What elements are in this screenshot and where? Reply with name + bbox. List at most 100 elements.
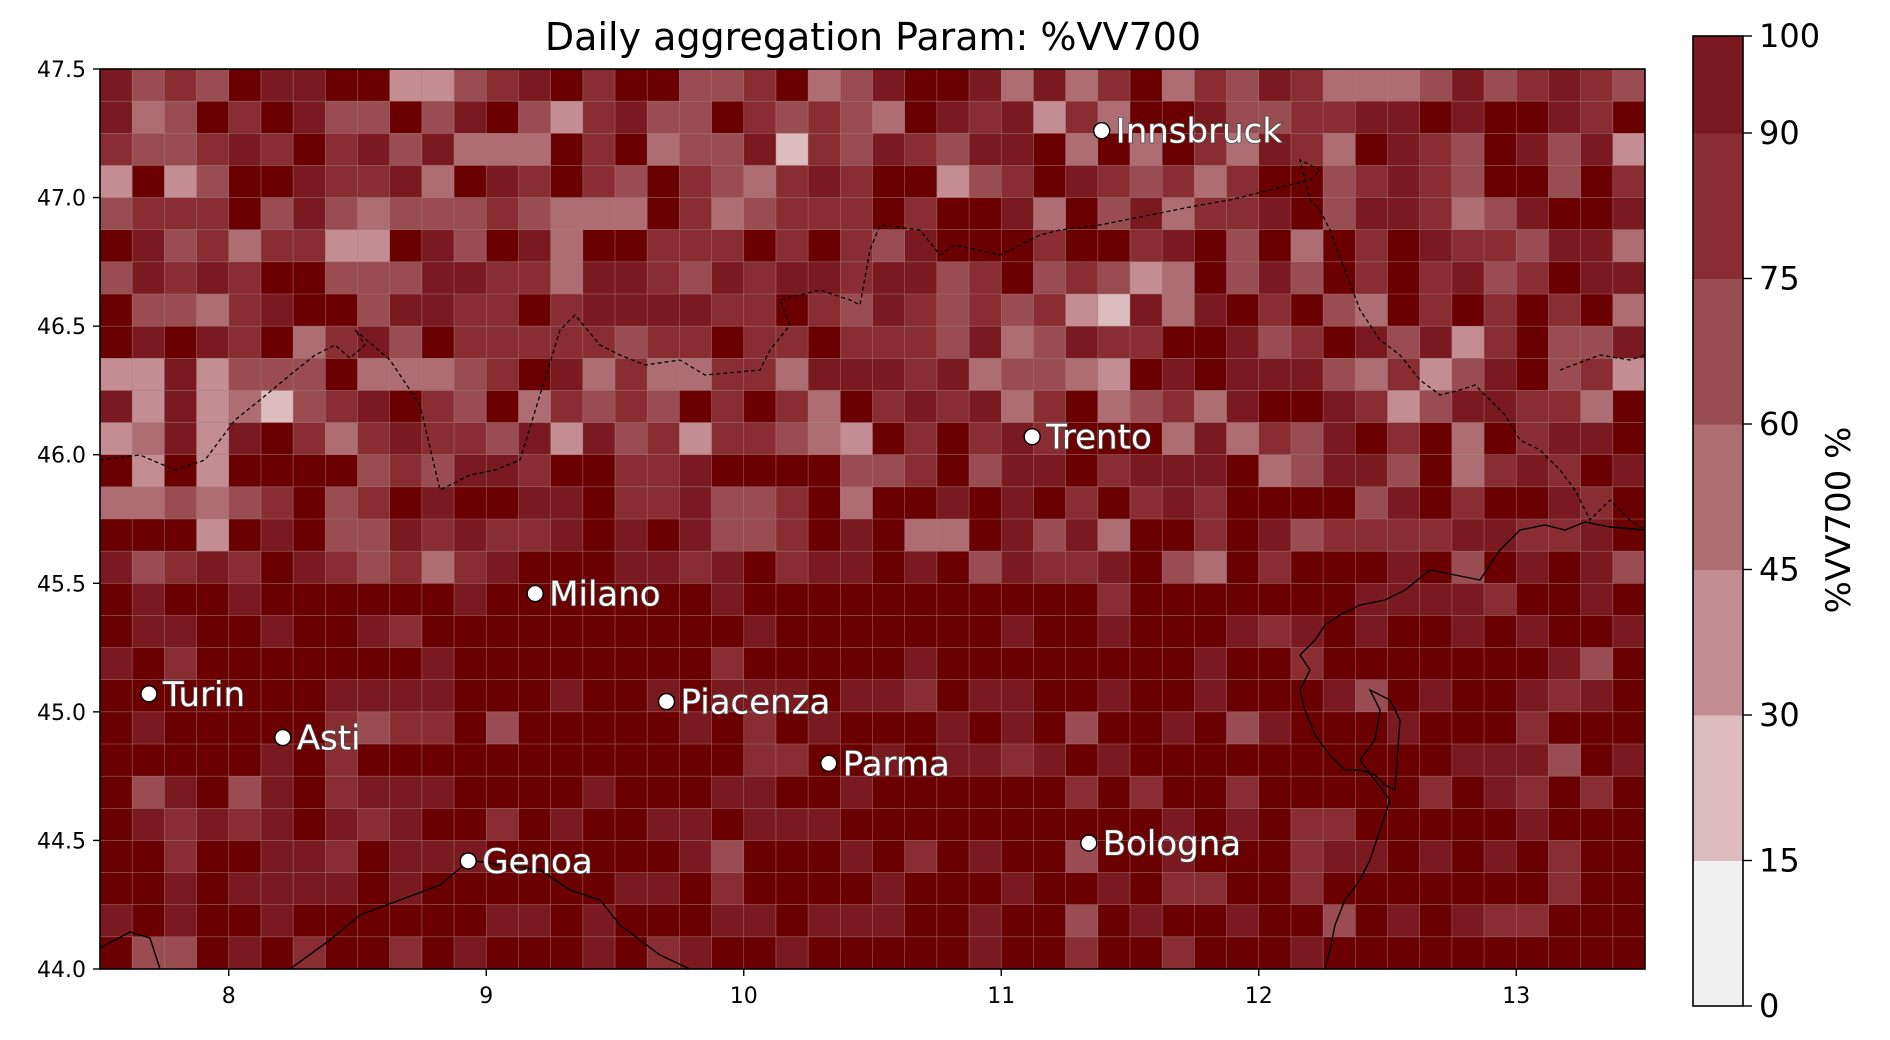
heatmap-cell xyxy=(454,326,487,359)
heatmap-cell xyxy=(1612,615,1645,648)
heatmap-cell xyxy=(1001,294,1034,327)
heatmap-cell xyxy=(1130,101,1163,134)
heatmap-cell xyxy=(969,872,1002,906)
heatmap-cell xyxy=(454,679,487,713)
heatmap-cell xyxy=(132,101,165,134)
heatmap-cell xyxy=(1516,101,1549,134)
heatmap-cell xyxy=(1516,165,1549,198)
heatmap-cell xyxy=(260,101,294,134)
colorbar-segment xyxy=(1693,569,1743,716)
heatmap-cell xyxy=(840,551,873,584)
heatmap-cell xyxy=(260,679,294,713)
heatmap-cell xyxy=(936,615,970,648)
heatmap-cell xyxy=(1516,197,1549,231)
city-marker xyxy=(274,728,292,747)
colorbar-tick-label: 0 xyxy=(1759,987,1779,1025)
heatmap-cell xyxy=(1130,872,1163,906)
heatmap-cell xyxy=(196,133,230,166)
x-axis-ticks: 8 9 10 11 12 13 xyxy=(222,969,1530,1009)
heatmap-cell xyxy=(808,776,841,809)
heatmap-cell xyxy=(1001,615,1034,648)
heatmap-cell xyxy=(711,936,745,969)
heatmap-cell xyxy=(582,647,616,681)
heatmap-cell xyxy=(1130,840,1163,873)
heatmap-cell xyxy=(1226,422,1260,456)
heatmap-cell xyxy=(293,422,326,456)
heatmap-cell xyxy=(1451,519,1485,552)
heatmap-cell xyxy=(1451,358,1485,391)
heatmap-cell xyxy=(647,519,680,552)
heatmap-cell xyxy=(1226,261,1260,295)
heatmap-cell xyxy=(357,165,391,198)
heatmap-cell xyxy=(808,454,841,488)
heatmap-cell xyxy=(228,679,262,713)
heatmap-cell xyxy=(872,776,906,809)
heatmap-cell xyxy=(1226,711,1260,745)
heatmap-cell xyxy=(454,936,487,969)
heatmap-cell xyxy=(1355,904,1388,938)
heatmap-cell xyxy=(1484,872,1517,906)
heatmap-cell xyxy=(1355,583,1388,616)
heatmap-cell xyxy=(582,261,616,295)
heatmap-cell xyxy=(1387,197,1421,231)
heatmap-cell xyxy=(711,294,745,327)
heatmap-cell xyxy=(775,776,809,809)
heatmap-cell xyxy=(872,326,906,359)
heatmap-cell xyxy=(1451,229,1485,263)
heatmap-cell xyxy=(1548,326,1582,359)
heatmap-cell xyxy=(1130,486,1163,520)
heatmap-cell xyxy=(904,69,938,102)
heatmap-cell xyxy=(550,840,584,873)
heatmap-cell xyxy=(1194,840,1227,873)
heatmap-cell xyxy=(454,872,487,906)
heatmap-cell xyxy=(1323,551,1356,584)
adriatic-coast xyxy=(1299,521,1645,969)
heatmap-cell xyxy=(518,261,552,295)
heatmap-cell xyxy=(357,101,391,134)
heatmap-cell xyxy=(1323,808,1356,841)
heatmap-cell xyxy=(679,390,712,423)
heatmap-cell xyxy=(679,229,712,263)
heatmap-cell xyxy=(679,872,712,906)
heatmap-cell xyxy=(486,326,519,359)
heatmap-cell xyxy=(1580,390,1614,423)
heatmap-cell xyxy=(1194,936,1227,969)
heatmap-cell xyxy=(1290,422,1324,456)
heatmap-cell xyxy=(1387,936,1421,969)
heatmap-cell xyxy=(486,229,519,263)
heatmap-cell xyxy=(743,583,777,616)
heatmap-cell xyxy=(1162,615,1195,648)
heatmap-cell xyxy=(293,872,326,906)
city-label: Genoa xyxy=(482,842,592,882)
heatmap-cell xyxy=(775,197,809,231)
heatmap-cell xyxy=(775,519,809,552)
heatmap-cell xyxy=(486,776,519,809)
city-innsbruck: Innsbruck xyxy=(1092,111,1283,153)
heatmap-cell xyxy=(743,808,777,841)
heatmap-cell xyxy=(969,390,1002,423)
heatmap-cell xyxy=(1484,133,1517,166)
heatmap-cell xyxy=(1548,840,1582,873)
heatmap-cell xyxy=(1612,101,1645,134)
heatmap-cell xyxy=(1130,551,1163,584)
heatmap-cell xyxy=(293,679,326,713)
heatmap-cell xyxy=(1548,679,1582,713)
heatmap-cell xyxy=(228,229,262,263)
heatmap-cell xyxy=(582,583,616,616)
heatmap-cell xyxy=(1097,679,1131,713)
heatmap-cell xyxy=(679,326,712,359)
heatmap-cell xyxy=(615,229,648,263)
heatmap-cell xyxy=(293,454,326,488)
heatmap-cell xyxy=(1065,229,1099,263)
heatmap-cell xyxy=(550,261,584,295)
heatmap-cell xyxy=(100,872,133,906)
heatmap-cell xyxy=(647,165,680,198)
heatmap-cell xyxy=(1516,776,1549,809)
heatmap-cell xyxy=(1290,133,1324,166)
heatmap-cell xyxy=(293,326,326,359)
heatmap-cell xyxy=(775,872,809,906)
heatmap-cell xyxy=(711,615,745,648)
heatmap-cell xyxy=(743,294,777,327)
heatmap-cell xyxy=(293,776,326,809)
heatmap-cell xyxy=(1387,358,1421,391)
